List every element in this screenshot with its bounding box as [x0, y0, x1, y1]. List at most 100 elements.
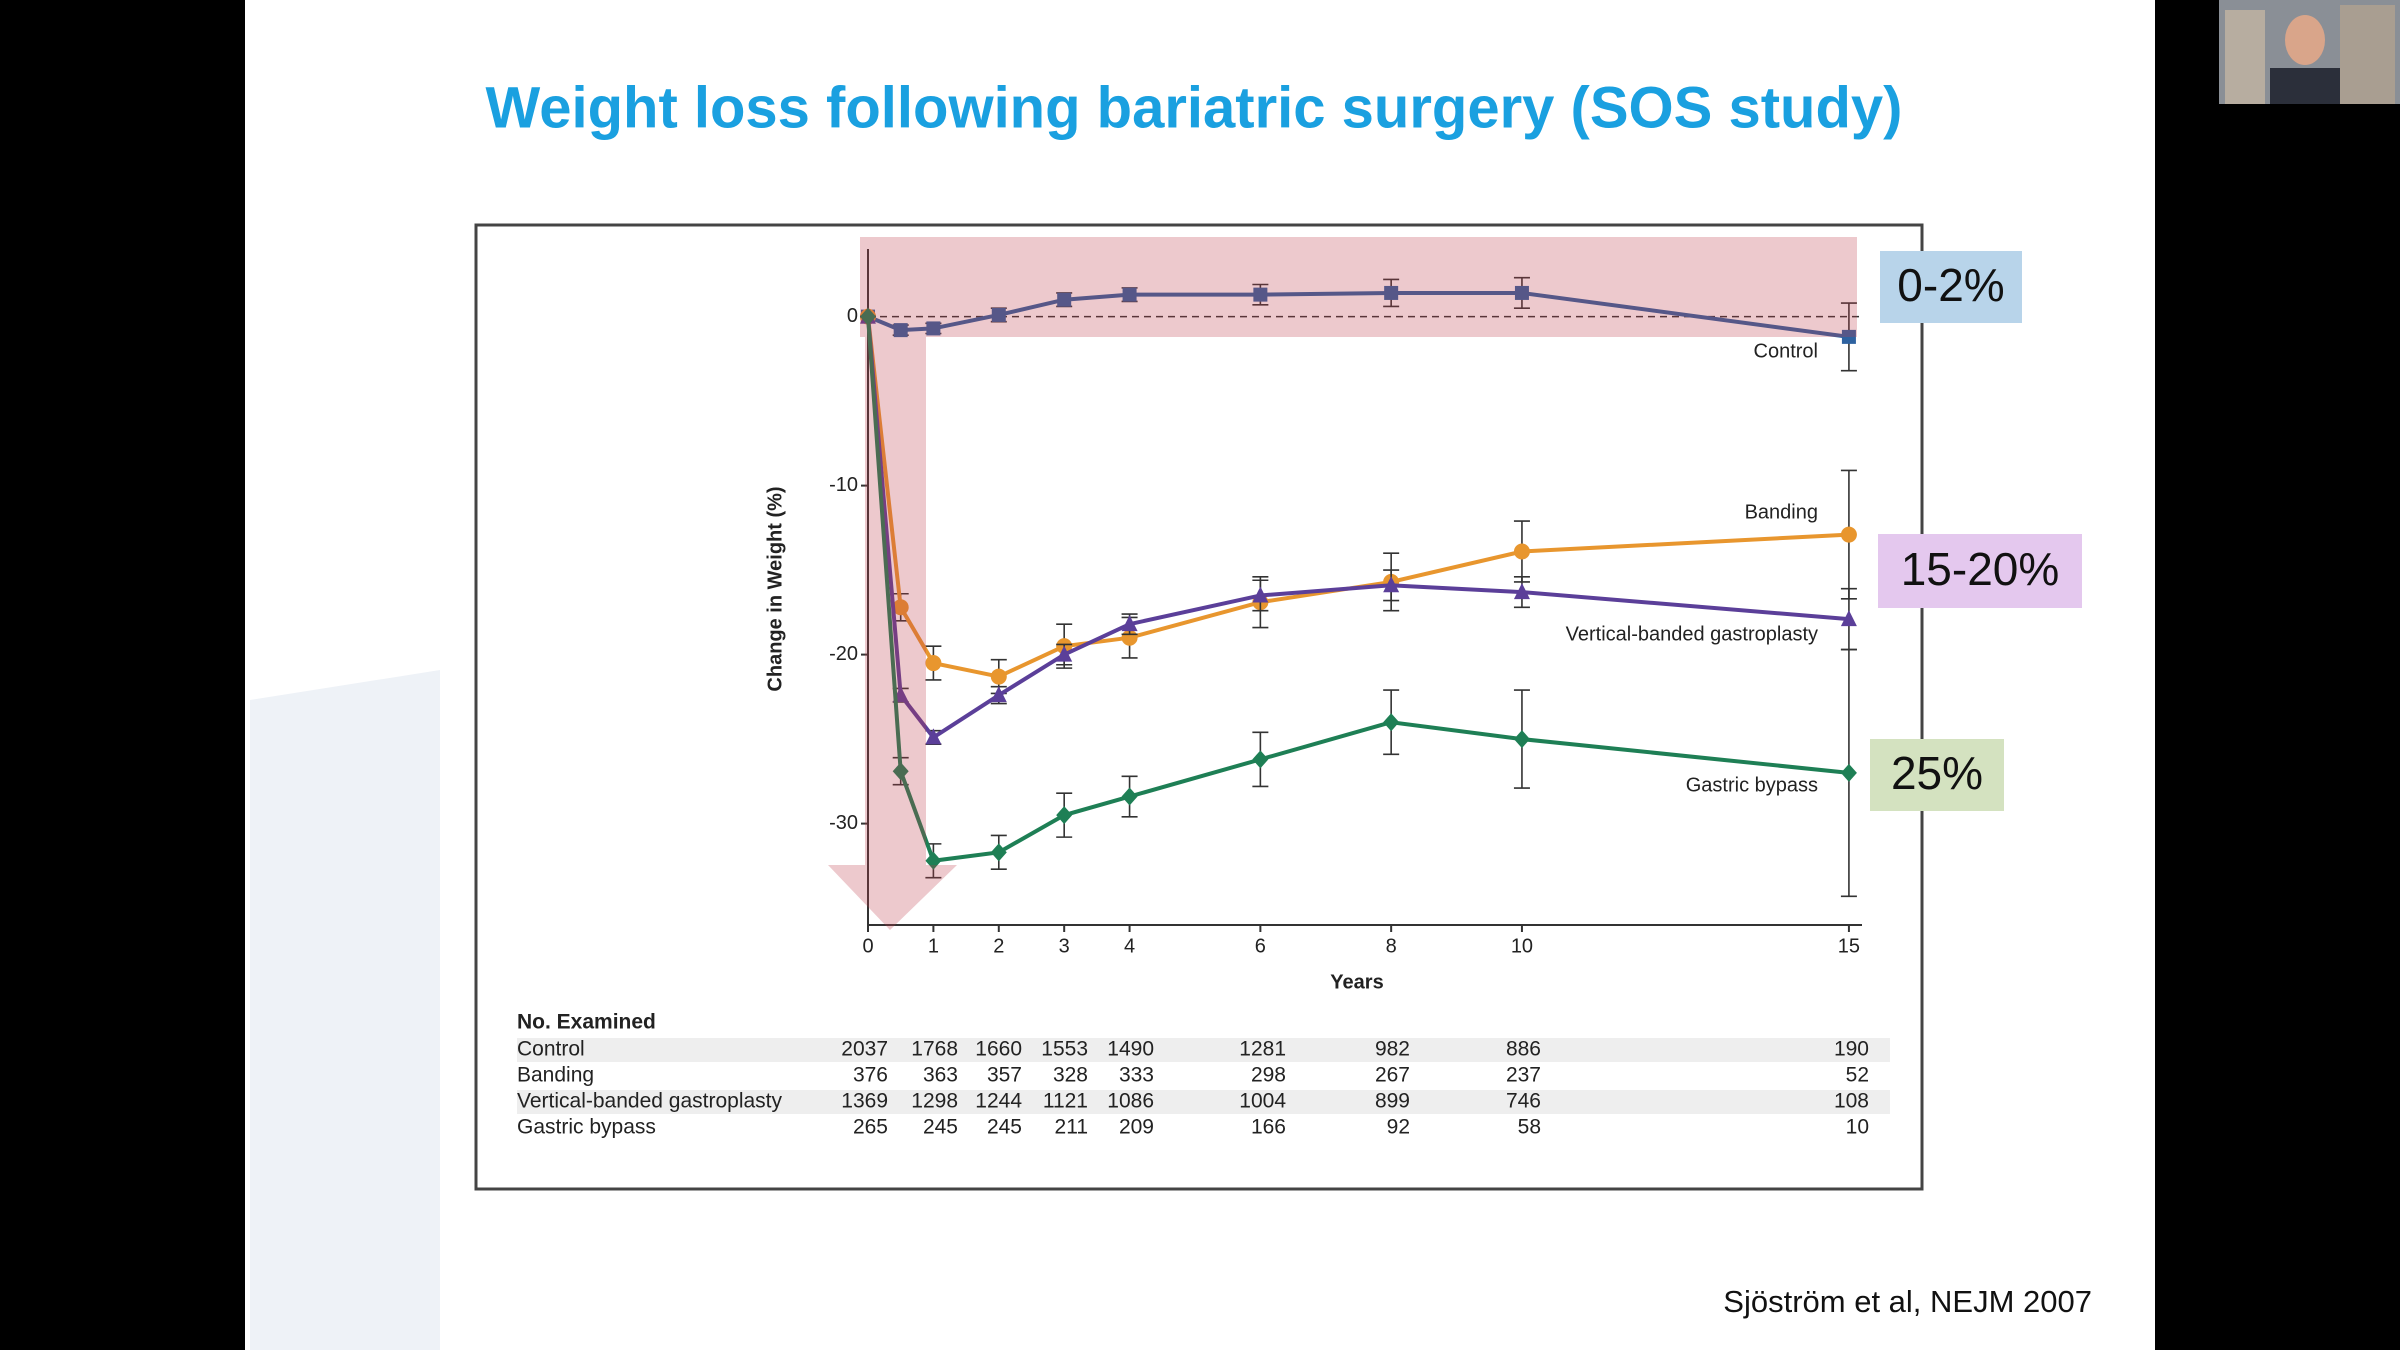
table-cell: 1553: [1041, 1038, 1088, 1061]
data-point: [1253, 287, 1268, 302]
data-point: [1121, 787, 1138, 806]
table-row-name: Banding: [517, 1064, 594, 1087]
table-cell: 237: [1506, 1064, 1541, 1087]
data-point: [925, 728, 942, 745]
table-cell: 363: [923, 1064, 958, 1087]
data-point: [1252, 750, 1269, 769]
table-cell: 267: [1375, 1064, 1410, 1087]
series-label: Banding: [1745, 501, 1818, 523]
slide-decoration: [250, 670, 440, 1350]
data-point: [1840, 610, 1857, 627]
table-cell: 357: [987, 1064, 1022, 1087]
webcam-shirt: [2270, 68, 2340, 104]
data-point: [893, 323, 908, 338]
series-line: [866, 316, 1850, 863]
data-point: [1514, 285, 1529, 300]
x-tick-label: 3: [1059, 935, 1070, 957]
highlight-band: [860, 237, 1857, 337]
table-cell: 245: [923, 1116, 958, 1139]
data-point: [892, 762, 909, 781]
data-point: [1513, 730, 1530, 749]
table-cell: 746: [1506, 1090, 1541, 1113]
series-line: [867, 290, 1850, 339]
table-cell: 1298: [911, 1090, 958, 1113]
table-title: No. Examined: [517, 1011, 656, 1034]
table-cell: 166: [1251, 1116, 1286, 1139]
highlight-arrow: [828, 337, 957, 930]
x-tick-label: 1: [928, 935, 939, 957]
data-point: [990, 668, 1007, 685]
data-point: [1840, 526, 1857, 543]
table-cell: 899: [1375, 1090, 1410, 1113]
data-point: [1252, 586, 1269, 603]
data-point: [1056, 806, 1073, 825]
y-tick-label: -20: [829, 643, 858, 665]
chart-frame: [474, 223, 1924, 1191]
y-axis-label: Change in Weight (%): [764, 486, 786, 691]
data-point: [1122, 287, 1137, 302]
series-line: [866, 316, 1850, 679]
webcam-building: [2340, 5, 2395, 104]
table-cell: 1768: [911, 1038, 958, 1061]
x-tick-label: 2: [993, 935, 1004, 957]
table-row-stripe: [517, 1090, 1890, 1114]
table-cell: 211: [1055, 1116, 1088, 1139]
series-label: Vertical-banded gastroplasty: [1566, 623, 1818, 645]
table-cell: 328: [1053, 1064, 1088, 1087]
x-tick-label: 4: [1124, 935, 1135, 957]
webcam-building: [2225, 10, 2265, 104]
table-cell: 333: [1119, 1064, 1154, 1087]
annotation-text: 0-2%: [1897, 259, 2004, 311]
table-cell: 886: [1506, 1038, 1541, 1061]
table-cell: 108: [1834, 1090, 1869, 1113]
plot-area: 0 -10 -20 -30 0 1 2 3 4 6 8 10 15 Years Change in Weig…: [764, 249, 1862, 993]
data-point: [892, 599, 909, 616]
data-point: [925, 851, 942, 870]
table-row-name: Control: [517, 1038, 585, 1061]
data-point: [1383, 713, 1400, 732]
table-row-stripe: [517, 1038, 1890, 1062]
annotations: 0-2% 15-20% 25%: [1870, 251, 2082, 811]
table-cell: 10: [1846, 1116, 1869, 1139]
series-line: [866, 316, 1850, 741]
table-cell: 376: [853, 1064, 888, 1087]
series-label: Control: [1754, 340, 1818, 362]
table-cell: 1086: [1107, 1090, 1154, 1113]
series: Gastric bypass: [860, 307, 1857, 898]
table-cell: 982: [1375, 1038, 1410, 1061]
data-point: [1057, 292, 1072, 307]
data-point: [1383, 576, 1400, 593]
annotation-box: [1878, 534, 2082, 608]
data-point: [925, 655, 942, 672]
table-cell: 298: [1251, 1064, 1286, 1087]
annotation-text: 15-20%: [1901, 543, 2060, 595]
data-point: [990, 686, 1007, 703]
y-tick-label: -10: [829, 474, 858, 496]
table-cell: 1004: [1239, 1090, 1286, 1113]
data-point: [1384, 285, 1399, 300]
table-row-name: Vertical-banded gastroplasty: [517, 1090, 782, 1113]
table-cell: 265: [853, 1116, 888, 1139]
table-cell: 2037: [841, 1038, 888, 1061]
x-tick-label: 0: [862, 935, 873, 957]
data-point: [990, 843, 1007, 862]
y-tick-label: -30: [829, 812, 858, 834]
table-row-name: Gastric bypass: [517, 1116, 656, 1139]
table-cell: 58: [1518, 1116, 1541, 1139]
x-tick-label: 10: [1511, 935, 1533, 957]
table-cell: 1490: [1107, 1038, 1154, 1061]
table-cell: 190: [1834, 1038, 1869, 1061]
data-point: [860, 307, 876, 326]
y-tick-label: 0: [847, 305, 858, 327]
data-point: [1841, 329, 1856, 344]
slide-title: Weight loss following bariatric surgery …: [486, 75, 1903, 140]
x-tick-label: 8: [1386, 935, 1397, 957]
table-cell: 92: [1387, 1116, 1410, 1139]
examined-table: No. Examined Control 2037 1768 1660 1553 1490 1…: [517, 1011, 1890, 1139]
data-point: [1513, 543, 1530, 560]
table-cell: 209: [1119, 1116, 1154, 1139]
table-cell: 52: [1846, 1064, 1869, 1087]
webcam-thumbnail: [2219, 0, 2400, 104]
source-citation: Sjöström et al, NEJM 2007: [1723, 1284, 2092, 1319]
